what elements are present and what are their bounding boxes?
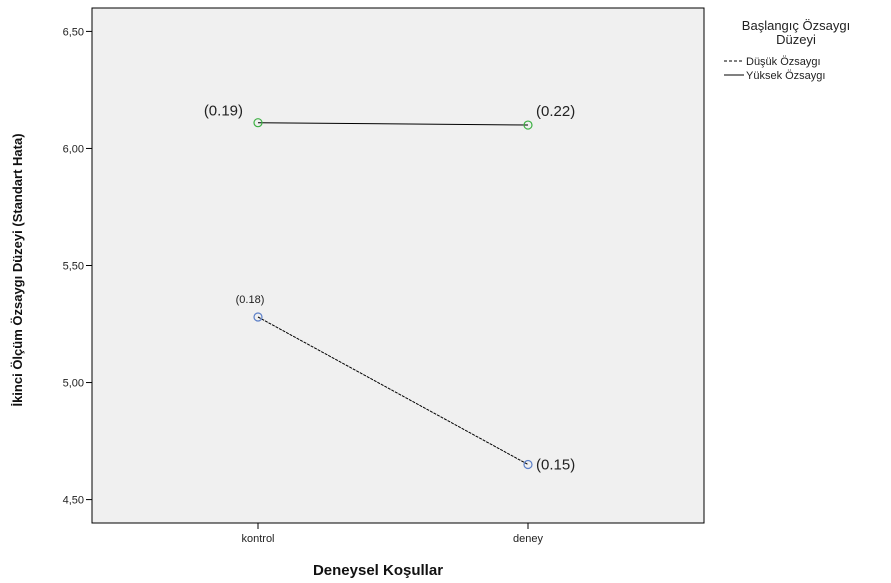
y-axis: 4,50 5,00 5,50 6,00 6,50 (63, 26, 92, 507)
se-label-1-0: (0.19) (204, 103, 243, 120)
x-tick-label-deney: deney (513, 533, 543, 545)
plot-area (91, 7, 705, 524)
series-line-0 (257, 316, 529, 465)
legend-label-dusuk: Düşük Özsaygı (746, 56, 821, 68)
y-tick-label: 6,50 (63, 26, 84, 38)
y-axis-title: İkinci Ölçüm Özsaygı Düzeyi (Standart Ha… (10, 133, 25, 406)
y-tick-label: 4,50 (63, 495, 84, 507)
legend: Başlangıç Özsaygı Düzeyi Düşük Özsaygı Y… (724, 18, 850, 82)
legend-label-yuksek: Yüksek Özsaygı (746, 70, 825, 82)
x-axis: kontrol deney (241, 523, 543, 545)
se-label-0-0: (0.18) (236, 294, 265, 306)
legend-title-line2: Düzeyi (776, 32, 816, 47)
y-tick-label: 5,50 (63, 261, 84, 273)
series-layer (253, 118, 533, 470)
series-1-point-0 (253, 118, 263, 128)
series-0-point-1 (523, 459, 533, 470)
series-line-1 (257, 122, 529, 126)
annotation-layer: (0.18) (0.15) (0.19) (0.22) (204, 103, 575, 474)
y-tick-label: 5,00 (63, 378, 84, 390)
y-tick-label: 6,00 (63, 143, 84, 155)
se-label-1-1: (0.22) (536, 103, 575, 120)
x-axis-title: Deneysel Koşullar (313, 562, 443, 579)
series-0-point-0 (253, 312, 263, 322)
x-tick-label-kontrol: kontrol (241, 533, 274, 545)
legend-title-line1: Başlangıç Özsaygı (742, 18, 850, 33)
se-label-0-1: (0.15) (536, 456, 575, 473)
series-1-point-1 (523, 120, 533, 130)
